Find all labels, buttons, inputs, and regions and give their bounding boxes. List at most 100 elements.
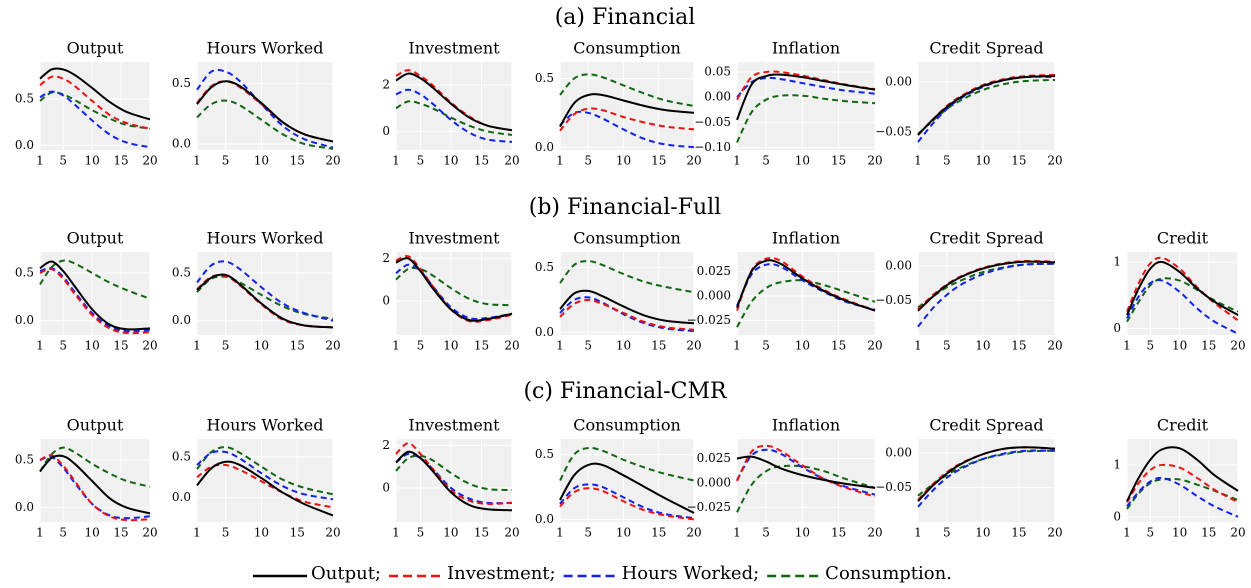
x-tick-label: 1 xyxy=(733,154,741,168)
x-tick-label: 10 xyxy=(84,526,99,540)
series-line xyxy=(39,75,151,130)
y-tick-label: 1 xyxy=(1113,457,1121,471)
y-tick-label: −0.10 xyxy=(694,140,731,154)
x-tick-label: 5 xyxy=(762,526,770,540)
x-tick-label: 15 xyxy=(290,526,305,540)
panel-title: Investment xyxy=(408,229,500,248)
x-tick-label: 20 xyxy=(504,339,519,353)
panel-title: Output xyxy=(67,229,124,248)
panel-title: Credit Spread xyxy=(929,39,1043,58)
x-tick-label: 10 xyxy=(616,526,631,540)
x-tick-label: 10 xyxy=(1172,339,1187,353)
x-tick-label: 10 xyxy=(1172,526,1187,540)
x-tick-label: 5 xyxy=(417,526,425,540)
plot-background xyxy=(40,62,150,150)
x-tick-label: 1 xyxy=(36,339,44,353)
x-tick-label: 10 xyxy=(616,339,631,353)
x-tick-label: 5 xyxy=(584,526,592,540)
x-tick-label: 20 xyxy=(325,154,340,168)
x-tick-label: 10 xyxy=(443,154,458,168)
y-tick-label: 0.0 xyxy=(172,490,191,504)
y-tick-label: 1 xyxy=(1113,254,1121,268)
series-line xyxy=(196,450,334,501)
y-tick-label: 0.0 xyxy=(172,313,191,327)
x-tick-label: 5 xyxy=(1147,339,1155,353)
series-line xyxy=(39,268,151,335)
y-tick-label: 0.00 xyxy=(885,445,912,459)
y-tick-label: 0.5 xyxy=(535,71,554,85)
y-tick-label: 0.00 xyxy=(704,90,731,104)
x-tick-label: 1 xyxy=(1123,339,1131,353)
x-tick-label: 10 xyxy=(254,339,269,353)
series-line xyxy=(395,257,513,322)
panel-title: Output xyxy=(67,39,124,58)
panel-title: Consumption xyxy=(573,229,681,248)
y-tick-label: 0.0 xyxy=(535,512,554,526)
section-title: (a) Financial xyxy=(555,5,696,30)
panel-title: Credit xyxy=(1157,416,1209,435)
x-tick-label: 1 xyxy=(1123,526,1131,540)
series-line xyxy=(1126,463,1239,504)
series-line xyxy=(917,446,1056,502)
series-line xyxy=(395,450,513,512)
x-tick-label: 1 xyxy=(556,154,564,168)
panel-title: Investment xyxy=(408,39,500,58)
panel-title: Consumption xyxy=(573,416,681,435)
series-line xyxy=(39,260,151,331)
x-tick-label: 15 xyxy=(1011,526,1026,540)
x-tick-label: 10 xyxy=(975,154,990,168)
plot-background xyxy=(560,439,694,522)
series-line xyxy=(395,454,513,492)
plot-background xyxy=(1127,252,1238,335)
panel-title: Credit Spread xyxy=(929,229,1043,248)
series-line xyxy=(39,454,151,522)
series-line xyxy=(736,448,876,496)
y-tick-label: 0.5 xyxy=(172,265,191,279)
series-line xyxy=(559,260,695,294)
panel-title: Investment xyxy=(408,416,500,435)
y-tick-label: 0 xyxy=(382,293,390,307)
x-tick-label: 15 xyxy=(651,154,666,168)
x-tick-label: 1 xyxy=(193,526,201,540)
plot-background xyxy=(560,62,694,150)
x-tick-label: 20 xyxy=(686,339,701,353)
x-tick-label: 20 xyxy=(1047,154,1062,168)
x-tick-label: 15 xyxy=(831,339,846,353)
x-tick-label: 5 xyxy=(584,154,592,168)
series-line xyxy=(559,487,695,521)
series-line xyxy=(559,296,695,333)
x-tick-label: 1 xyxy=(193,154,201,168)
series-line xyxy=(1126,260,1239,316)
x-tick-label: 5 xyxy=(59,154,67,168)
panel-title: Inflation xyxy=(772,39,840,58)
x-tick-label: 5 xyxy=(59,526,67,540)
x-tick-label: 15 xyxy=(1201,339,1216,353)
x-tick-label: 20 xyxy=(325,526,340,540)
x-tick-label: 15 xyxy=(113,154,128,168)
x-tick-label: 10 xyxy=(254,154,269,168)
x-tick-label: 5 xyxy=(222,526,230,540)
x-tick-label: 10 xyxy=(975,339,990,353)
x-tick-label: 10 xyxy=(84,339,99,353)
x-tick-label: 15 xyxy=(1011,154,1026,168)
legend-label: Output; xyxy=(311,563,381,584)
y-tick-label: 0.0 xyxy=(15,500,34,514)
series-line xyxy=(395,72,513,132)
y-tick-label: 0.0 xyxy=(172,136,191,150)
x-tick-label: 10 xyxy=(616,154,631,168)
series-line xyxy=(559,107,695,132)
series-line xyxy=(736,464,876,513)
x-tick-label: 10 xyxy=(443,526,458,540)
x-tick-label: 15 xyxy=(474,526,489,540)
x-tick-label: 1 xyxy=(914,526,922,540)
series-line xyxy=(917,262,1056,309)
y-tick-label: 0.0 xyxy=(535,325,554,339)
x-tick-label: 20 xyxy=(867,526,882,540)
series-line xyxy=(395,100,513,136)
x-tick-label: 1 xyxy=(36,154,44,168)
series-line xyxy=(39,259,151,300)
x-tick-label: 20 xyxy=(686,154,701,168)
series-line xyxy=(559,298,695,331)
panel-title: Inflation xyxy=(772,416,840,435)
